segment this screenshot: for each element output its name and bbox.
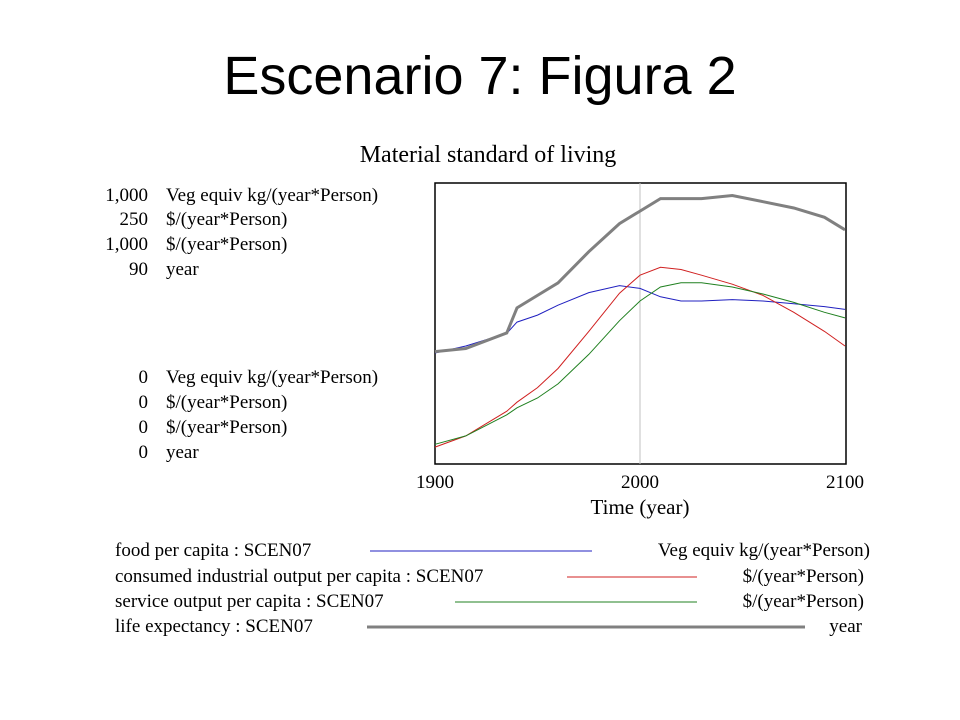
chart-title: Material standard of living	[360, 142, 617, 168]
y-unit-max-3: $/(year*Person)	[166, 234, 287, 255]
y-unit-min-4: year	[166, 442, 199, 463]
y-max-2: 250	[120, 209, 149, 230]
y-unit-min-1: Veg equiv kg/(year*Person)	[166, 367, 378, 388]
legend-unit-service: $/(year*Person)	[743, 591, 864, 612]
y-min-3: 0	[139, 417, 149, 438]
y-unit-max-2: $/(year*Person)	[166, 209, 287, 230]
legend-unit-life-expectancy: year	[829, 616, 862, 637]
series-line-food	[434, 285, 846, 354]
series-line-industrial	[434, 266, 846, 448]
y-max-1: 1,000	[105, 185, 148, 206]
y-max-4: 90	[129, 259, 148, 280]
series-line-life-expectancy	[434, 193, 846, 354]
legend-name-food: food per capita : SCEN07	[115, 540, 311, 561]
legend-name-life-expectancy: life expectancy : SCEN07	[115, 616, 313, 637]
legend: food per capita : SCEN07 Veg equiv kg/(y…	[115, 540, 870, 637]
y-scale-max-labels: 1,000 Veg equiv kg/(year*Person) 250 $/(…	[105, 185, 378, 280]
legend-name-service: service output per capita : SCEN07	[115, 591, 384, 612]
y-unit-min-2: $/(year*Person)	[166, 392, 287, 413]
y-min-2: 0	[139, 392, 149, 413]
y-unit-min-3: $/(year*Person)	[166, 417, 287, 438]
x-tick-2000: 2000	[621, 472, 659, 493]
y-max-3: 1,000	[105, 234, 148, 255]
y-unit-max-1: Veg equiv kg/(year*Person)	[166, 185, 378, 206]
y-min-1: 0	[139, 367, 149, 388]
y-min-4: 0	[139, 442, 149, 463]
x-tick-2100: 2100	[826, 472, 864, 493]
slide-title: Escenario 7: Figura 2	[223, 46, 737, 106]
x-tick-1900: 1900	[416, 472, 454, 493]
series-line-service	[434, 282, 846, 445]
legend-name-industrial: consumed industrial output per capita : …	[115, 566, 483, 587]
x-axis-label: Time (year)	[591, 495, 690, 519]
y-scale-min-labels: 0 Veg equiv kg/(year*Person) 0 $/(year*P…	[139, 367, 379, 463]
legend-unit-industrial: $/(year*Person)	[743, 566, 864, 587]
y-unit-max-4: year	[166, 259, 199, 280]
legend-unit-food: Veg equiv kg/(year*Person)	[658, 540, 870, 561]
